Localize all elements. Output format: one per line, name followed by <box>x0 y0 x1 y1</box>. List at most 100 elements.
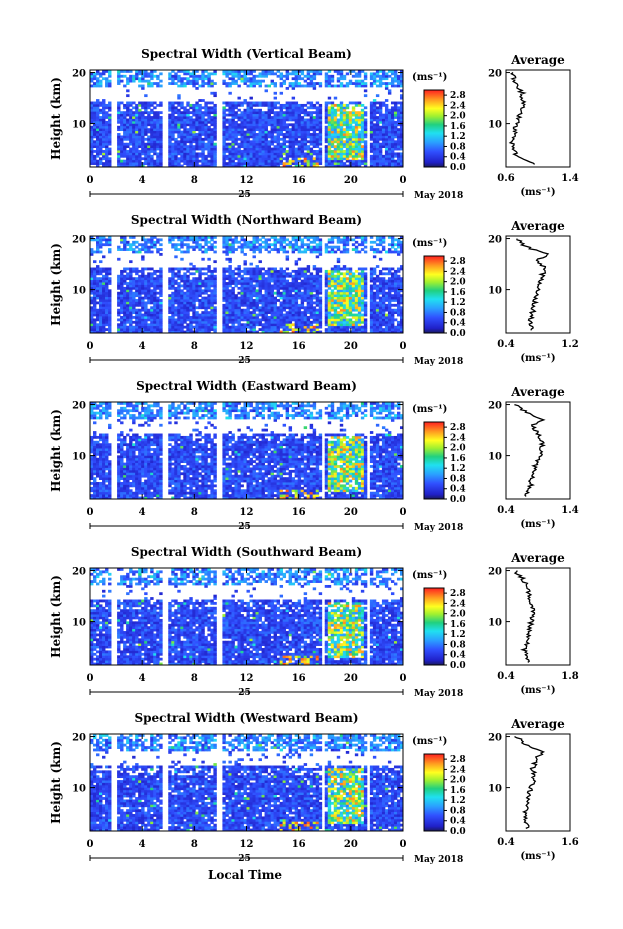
heatmap-cell <box>102 145 106 148</box>
heatmap-cell <box>120 301 124 305</box>
heatmap-cell <box>192 82 196 85</box>
heatmap-cell <box>270 79 274 83</box>
heatmap-cell <box>249 294 253 298</box>
heatmap-cell <box>243 70 247 73</box>
heatmap-cell <box>144 330 148 334</box>
heatmap-cell <box>303 140 308 144</box>
heatmap-cell <box>129 154 133 158</box>
heatmap-cell <box>252 137 256 141</box>
heatmap-cell <box>270 157 274 161</box>
heatmap-cell <box>282 272 287 276</box>
heatmap-cell <box>267 164 271 168</box>
heatmap-cell <box>168 108 172 112</box>
heatmap-cell <box>303 103 308 107</box>
heatmap-cell <box>285 303 290 307</box>
heatmap-cell <box>171 125 175 129</box>
heatmap-cell <box>267 140 271 144</box>
heatmap-cell <box>171 306 175 310</box>
heatmap-cell <box>213 299 217 302</box>
heatmap-cell <box>195 279 199 283</box>
heatmap-cell <box>327 120 332 124</box>
heatmap-cell <box>150 236 154 239</box>
heatmap-cell <box>213 162 217 165</box>
heatmap-cell <box>156 145 160 148</box>
heatmap-cell <box>153 320 157 324</box>
heatmap-cell <box>297 284 302 288</box>
heatmap-cell <box>90 72 94 76</box>
heatmap-cell <box>141 320 145 324</box>
heatmap-cell <box>297 111 302 115</box>
heatmap-cell <box>189 306 193 310</box>
heatmap-cell <box>243 325 247 329</box>
heatmap-cell <box>318 125 323 129</box>
heatmap-cell <box>282 106 287 110</box>
heatmap-cell <box>177 108 181 112</box>
heatmap-cell <box>342 142 347 146</box>
heatmap-cell <box>138 120 142 124</box>
heatmap-cell <box>279 133 284 136</box>
heatmap-cell <box>306 111 311 115</box>
heatmap-cell <box>108 236 112 239</box>
heatmap-cell <box>204 82 208 85</box>
heatmap-cell <box>390 150 395 153</box>
heatmap-cell <box>345 72 350 76</box>
heatmap-cell <box>237 150 241 153</box>
heatmap-cell <box>279 303 284 307</box>
heatmap-cell <box>234 120 238 124</box>
heatmap-cell <box>201 145 205 148</box>
heatmap-cell <box>129 318 133 322</box>
heatmap-cell <box>276 123 281 127</box>
heatmap-cell <box>378 82 383 85</box>
heatmap-cell <box>129 289 133 293</box>
heatmap-cell <box>264 238 268 242</box>
heatmap-cell <box>333 137 338 141</box>
heatmap-cell <box>192 301 196 305</box>
heatmap-cell <box>171 82 175 85</box>
heatmap-cell <box>276 118 281 122</box>
heatmap-cell <box>360 157 365 161</box>
heatmap-cell <box>261 279 265 283</box>
heatmap-cell <box>126 284 130 288</box>
heatmap-cell <box>126 89 130 93</box>
heatmap-cell <box>252 77 256 81</box>
heatmap-cell <box>270 286 274 290</box>
heatmap-cell <box>108 279 112 283</box>
heatmap-cell <box>291 303 296 307</box>
heatmap-cell <box>171 282 175 285</box>
heatmap-cell <box>210 311 214 314</box>
heatmap-cell <box>261 296 265 300</box>
heatmap-cell <box>168 125 172 129</box>
heatmap-cell <box>147 72 151 76</box>
heatmap-cell <box>273 279 277 283</box>
heatmap-cell <box>348 125 353 129</box>
heatmap-cell <box>315 282 320 285</box>
heatmap-cell <box>156 316 160 319</box>
heatmap-cell <box>225 240 229 244</box>
heatmap-cell <box>360 79 365 83</box>
heatmap-cell <box>96 82 100 85</box>
heatmap-cell <box>132 142 136 146</box>
heatmap-cell <box>396 113 401 117</box>
heatmap-cell <box>255 269 259 273</box>
heatmap-cell <box>177 248 181 251</box>
heatmap-cell <box>159 120 163 124</box>
heatmap-cell <box>282 286 287 290</box>
heatmap-cell <box>108 84 112 88</box>
heatmap-cell <box>306 130 311 134</box>
heatmap-cell <box>291 159 296 163</box>
heatmap-cell <box>150 137 154 141</box>
heatmap-cell <box>258 147 262 151</box>
heatmap-cell <box>294 120 299 124</box>
heatmap-cell <box>273 140 277 144</box>
heatmap-cell <box>333 128 338 132</box>
heatmap-cell <box>285 86 290 90</box>
heatmap-cell <box>264 301 268 305</box>
heatmap-cell <box>291 96 296 100</box>
heatmap-cell <box>105 116 109 119</box>
heatmap-cell <box>267 289 271 293</box>
heatmap-cell <box>234 303 238 307</box>
heatmap-cell <box>141 303 145 307</box>
heatmap-cell <box>201 284 205 288</box>
heatmap-cell <box>270 72 274 76</box>
heatmap-cell <box>180 238 184 242</box>
